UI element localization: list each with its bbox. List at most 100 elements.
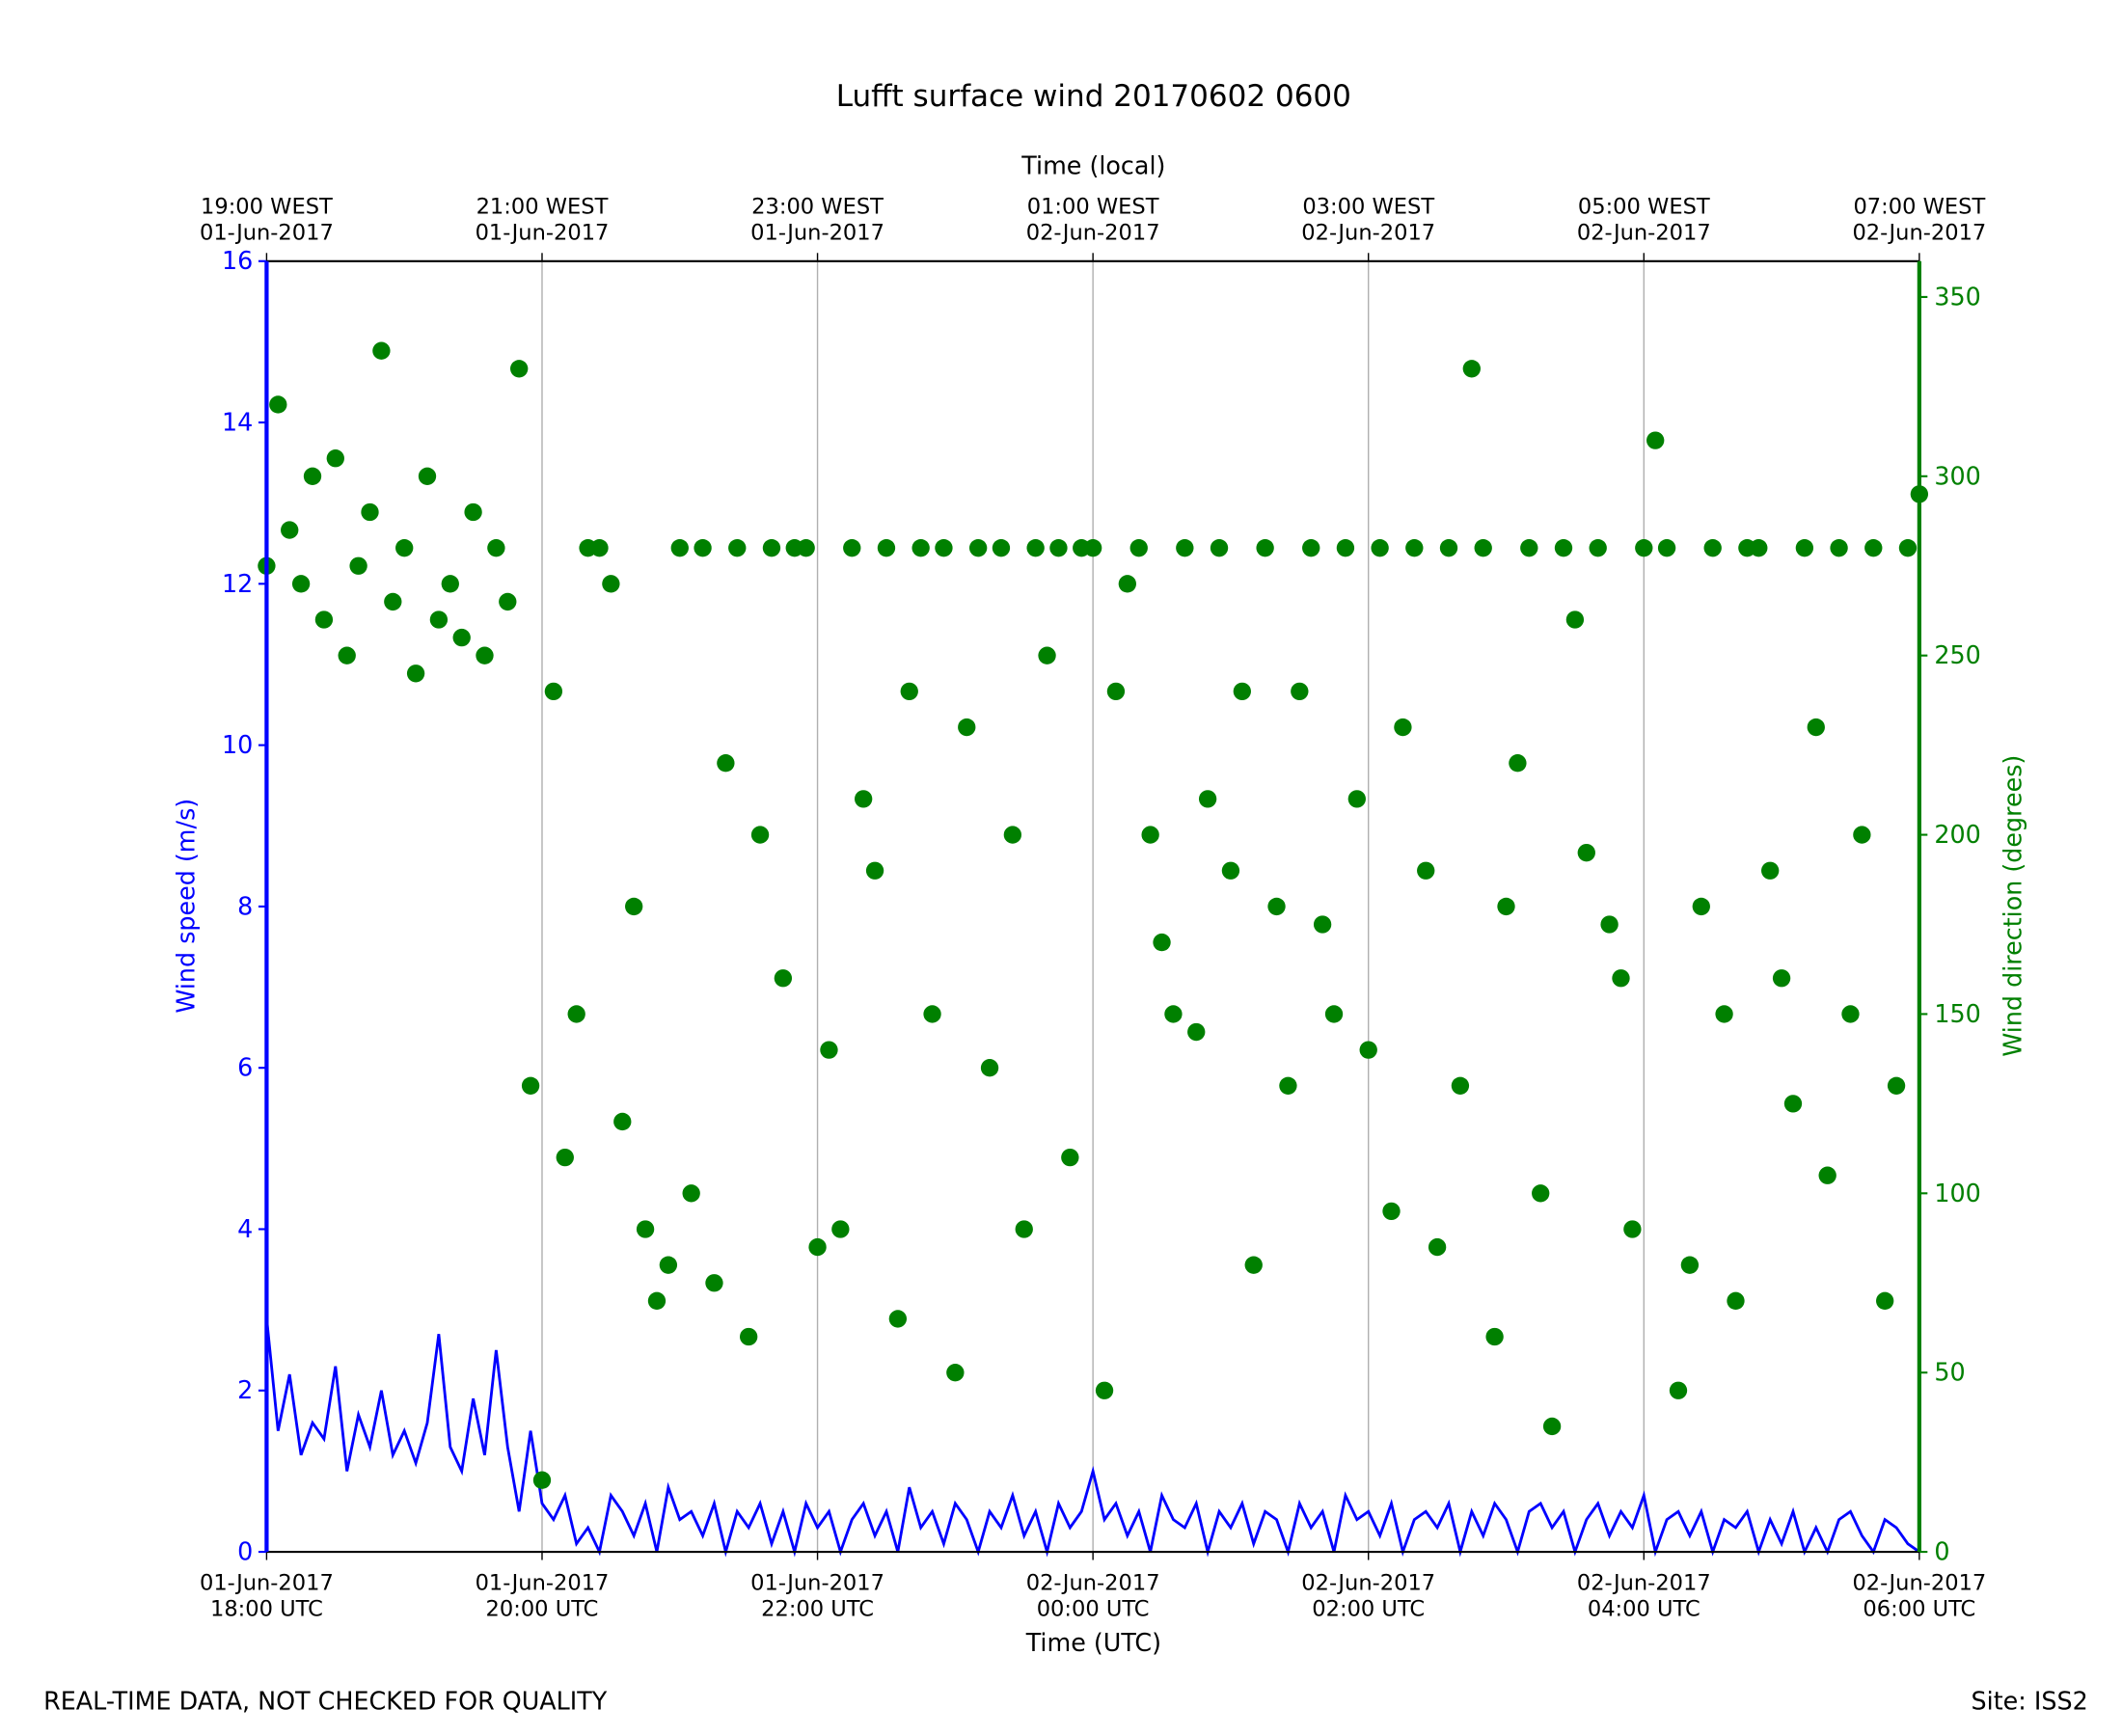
- direction-point: [1577, 843, 1595, 862]
- footer-note: REAL-TIME DATA, NOT CHECKED FOR QUALITY: [43, 1687, 608, 1716]
- speed-line: [265, 1317, 1920, 1558]
- direction-point: [900, 682, 918, 701]
- direction-point: [1876, 1291, 1894, 1310]
- x2-tick-label: 07:00 WEST 02-Jun-2017: [1852, 194, 1986, 245]
- direction-point: [1830, 538, 1848, 557]
- site-label: Site: ISS2: [1972, 1687, 2088, 1716]
- direction-point: [452, 628, 471, 647]
- y-tick-label: 0: [237, 1537, 253, 1566]
- direction-point: [1646, 431, 1665, 449]
- direction-point: [992, 538, 1011, 557]
- y-tick-label: 4: [237, 1214, 253, 1243]
- direction-point: [384, 592, 402, 611]
- direction-point: [1141, 826, 1159, 844]
- direction-point: [1635, 538, 1653, 557]
- direction-point: [372, 341, 391, 360]
- direction-point: [1497, 897, 1515, 916]
- direction-point: [647, 1291, 667, 1310]
- direction-point: [1382, 1202, 1401, 1221]
- x2-tick-label: 21:00 WEST 01-Jun-2017: [476, 194, 610, 245]
- direction-point: [1841, 1005, 1860, 1023]
- direction-point: [636, 1220, 655, 1238]
- y-tick-label: 6: [237, 1053, 253, 1082]
- y-tick-label: 12: [222, 569, 253, 598]
- direction-point: [911, 538, 930, 557]
- direction-point: [1336, 538, 1355, 557]
- direction-point: [418, 467, 437, 485]
- y-tick-label: 8: [237, 891, 253, 920]
- direction-point: [1324, 1005, 1344, 1023]
- direction-point: [1106, 682, 1126, 701]
- direction-point: [670, 538, 689, 557]
- x-tick-label: 02-Jun-2017 04:00 UTC: [1577, 1571, 1711, 1622]
- direction-point: [1887, 1076, 1906, 1095]
- y2-tick-label: 50: [1934, 1358, 1965, 1387]
- direction-point: [1233, 682, 1251, 701]
- y2-axis-label: Wind direction (degrees): [1999, 755, 2027, 1057]
- direction-point: [1485, 1327, 1504, 1346]
- direction-point: [1210, 538, 1229, 557]
- x2-axis-label: Time (local): [1020, 151, 1165, 180]
- direction-point: [281, 521, 299, 539]
- direction-point: [1554, 538, 1573, 557]
- direction-point: [1451, 1076, 1470, 1095]
- direction-point: [476, 646, 494, 665]
- direction-point: [958, 718, 976, 737]
- direction-point: [1783, 1095, 1803, 1113]
- direction-point: [1428, 1237, 1447, 1257]
- direction-point: [1669, 1381, 1688, 1399]
- direction-point: [1680, 1256, 1700, 1274]
- direction-point: [487, 538, 505, 557]
- direction-point: [1347, 790, 1366, 808]
- direction-point: [567, 1005, 585, 1023]
- direction-point: [762, 538, 781, 557]
- direction-point: [1049, 538, 1068, 557]
- direction-point: [935, 538, 953, 557]
- direction-point: [1153, 933, 1171, 952]
- direction-point: [888, 1310, 908, 1328]
- direction-point: [544, 682, 563, 701]
- direction-point: [303, 467, 322, 485]
- direction-point: [1129, 538, 1148, 557]
- y2-tick-label: 100: [1934, 1179, 1980, 1207]
- y-axis-label: Wind speed (m/s): [172, 799, 201, 1014]
- y2-tick-label: 350: [1934, 282, 1980, 311]
- direction-point: [1267, 897, 1286, 916]
- direction-point: [590, 538, 609, 557]
- direction-point: [1198, 790, 1217, 808]
- direction-point: [843, 538, 861, 557]
- direction-point: [1061, 1148, 1079, 1167]
- direction-point: [1405, 538, 1424, 557]
- direction-point: [406, 665, 425, 683]
- direction-point: [1244, 1256, 1263, 1274]
- direction-point: [1520, 538, 1538, 557]
- direction-point: [532, 1471, 552, 1489]
- direction-point: [499, 592, 517, 611]
- direction-point: [1026, 538, 1045, 557]
- direction-point: [1474, 538, 1492, 557]
- x-tick-label: 02-Jun-2017 00:00 UTC: [1026, 1571, 1160, 1622]
- direction-point: [750, 826, 770, 844]
- y-tick-label: 16: [222, 246, 253, 275]
- y-tick-label: 2: [237, 1375, 253, 1404]
- direction-point: [1509, 754, 1527, 773]
- direction-point: [1417, 861, 1435, 880]
- direction-point: [1750, 538, 1768, 557]
- direction-point: [1853, 826, 1871, 844]
- direction-point: [429, 610, 449, 629]
- direction-point: [1095, 1381, 1114, 1399]
- direction-point: [1761, 861, 1780, 880]
- direction-point: [705, 1274, 723, 1292]
- y2-tick-label: 250: [1934, 640, 1980, 669]
- direction-point: [1715, 1005, 1733, 1023]
- direction-point: [1589, 538, 1607, 557]
- x2-tick-label: 05:00 WEST 02-Jun-2017: [1577, 194, 1711, 245]
- direction-point: [682, 1184, 700, 1203]
- direction-point: [877, 538, 896, 557]
- direction-point: [361, 502, 379, 522]
- direction-point: [1187, 1022, 1206, 1042]
- direction-point: [1807, 718, 1825, 737]
- direction-point: [1612, 969, 1630, 988]
- direction-point: [1279, 1076, 1297, 1095]
- direction-point: [395, 538, 414, 557]
